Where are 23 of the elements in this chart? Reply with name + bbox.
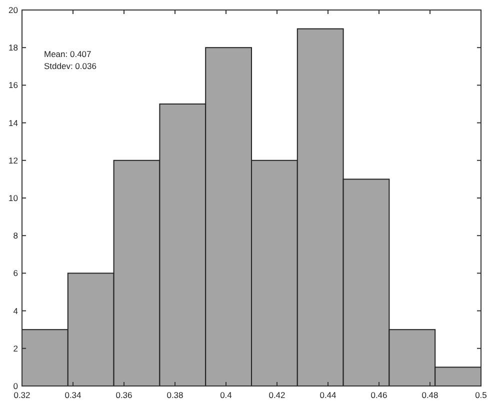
y-tick-label: 0 xyxy=(13,381,18,391)
y-tick-label: 2 xyxy=(13,343,18,354)
annotation: Stddev: 0.036 xyxy=(44,61,97,71)
y-tick-label: 6 xyxy=(13,268,18,278)
y-tick-label: 8 xyxy=(13,230,18,241)
y-tick-label: 20 xyxy=(8,5,18,15)
y-tick-label: 10 xyxy=(8,193,18,203)
x-tick-label: 0.32 xyxy=(14,390,31,400)
y-tick-label: 16 xyxy=(8,80,18,90)
y-tick-label: 4 xyxy=(13,306,18,316)
y-tick-label: 14 xyxy=(8,118,18,128)
x-tick-label: 0.44 xyxy=(320,390,337,400)
x-tick-label: 0.42 xyxy=(268,390,286,400)
x-tick-label: 0.34 xyxy=(64,390,82,400)
annotation: Mean: 0.407 xyxy=(44,49,92,59)
x-tick-label: 0.38 xyxy=(166,390,184,400)
x-tick-label: 0.36 xyxy=(116,390,133,400)
x-tick-label: 0.46 xyxy=(370,390,388,400)
y-tick-label: 12 xyxy=(8,155,18,166)
x-tick-label: 0.5 xyxy=(475,390,488,400)
y-tick-label: 18 xyxy=(8,42,18,53)
x-tick-label: 0.48 xyxy=(422,390,439,400)
x-tick-label: 0.4 xyxy=(220,390,232,400)
